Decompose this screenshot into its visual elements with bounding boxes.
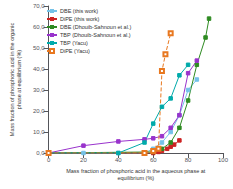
svg-text:80: 80 (185, 157, 192, 163)
svg-text:60: 60 (150, 157, 157, 163)
svg-text:Mass fraction of phosphoric ac: Mass fraction of phosphoric acid in the … (66, 168, 206, 174)
svg-text:DiPE (this work): DiPE (this work) (60, 16, 100, 22)
svg-text:0,0: 0,0 (36, 150, 45, 156)
svg-text:TBP (Yacu): TBP (Yacu) (60, 40, 88, 46)
svg-text:70,0: 70,0 (33, 3, 45, 9)
svg-text:40,0: 40,0 (33, 66, 45, 72)
svg-text:10,0: 10,0 (33, 129, 45, 135)
svg-text:TBP (Dhouib-Sahnoun et al.): TBP (Dhouib-Sahnoun et al.) (60, 32, 131, 38)
svg-text:DiPE (Yacu): DiPE (Yacu) (60, 48, 90, 54)
svg-text:30,0: 30,0 (33, 87, 45, 93)
svg-text:100: 100 (218, 157, 229, 163)
svg-text:DBE (Dhouib-Sahnoun et al.): DBE (Dhouib-Sahnoun et al.) (60, 24, 131, 30)
svg-text:DBE (this work): DBE (this work) (60, 8, 98, 14)
svg-text:60,0: 60,0 (33, 24, 45, 30)
svg-text:0: 0 (47, 157, 51, 163)
svg-text:20: 20 (80, 157, 87, 163)
svg-text:phase at equilibrium (%): phase at equilibrium (%) (16, 50, 22, 109)
svg-text:Mass fraction of phosphoric ac: Mass fraction of phosphoric acid in the … (9, 23, 15, 137)
svg-text:40: 40 (115, 157, 122, 163)
svg-text:50,0: 50,0 (33, 45, 45, 51)
svg-text:equilibrium (%): equilibrium (%) (117, 175, 154, 181)
svg-text:20,0: 20,0 (33, 108, 45, 114)
